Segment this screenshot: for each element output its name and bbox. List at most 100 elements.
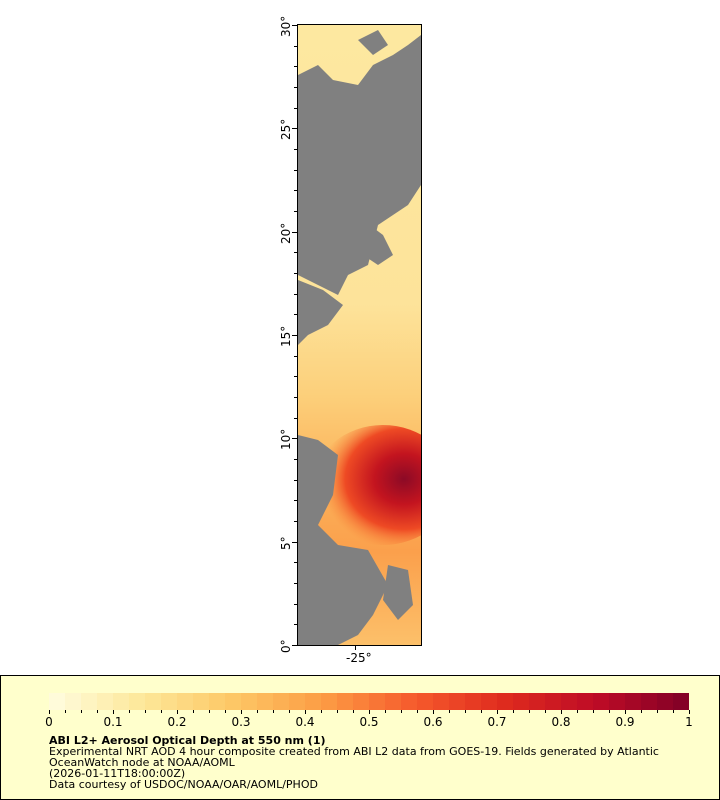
lat-tick-label: 10° <box>279 429 293 451</box>
colorbar-tick-label: 0.8 <box>551 715 571 729</box>
lat-tick-mark <box>294 66 298 68</box>
colorbar-tick-mark <box>305 710 306 714</box>
colorbar-tick-mark <box>161 710 162 713</box>
lat-tick-mark <box>292 25 298 26</box>
colorbar-tick-mark <box>497 710 498 714</box>
colorbar-swatch <box>161 693 177 710</box>
colorbar-tick-label: 0.7 <box>487 715 507 729</box>
colorbar-swatch <box>433 693 449 710</box>
lon-tick-label: -25° <box>346 651 372 665</box>
colorbar-tick-mark <box>225 710 226 713</box>
lat-tick-mark <box>294 603 298 605</box>
lat-tick-mark <box>294 107 298 109</box>
lat-tick-mark <box>292 645 298 646</box>
colorbar-tick-label: 0.4 <box>295 715 315 729</box>
colorbar-swatch <box>241 693 257 710</box>
colorbar-tick-mark <box>81 710 82 713</box>
colorbar-tick-label: 0.3 <box>231 715 251 729</box>
colorbar-swatch <box>385 693 401 710</box>
colorbar-tick-mark <box>321 710 322 713</box>
colorbar-swatch <box>577 693 593 710</box>
colorbar-tick-mark <box>433 710 434 714</box>
colorbar-swatch <box>593 693 609 710</box>
colorbar-tick-mark <box>193 710 194 713</box>
colorbar-tick-mark <box>561 710 562 714</box>
colorbar-tick-label: 0.5 <box>359 715 379 729</box>
colorbar-tick-mark <box>65 710 66 713</box>
colorbar-swatch <box>49 693 65 710</box>
colorbar-tick-mark <box>465 710 466 713</box>
lat-tick-mark <box>294 273 298 274</box>
colorbar-swatch <box>145 693 161 710</box>
colorbar-swatch <box>657 693 673 710</box>
lat-tick-mark <box>294 459 298 460</box>
colorbar-tick-mark <box>337 710 338 713</box>
colorbar-swatch <box>369 693 385 710</box>
lat-tick-mark <box>294 190 298 192</box>
colorbar-tick-mark <box>97 710 98 713</box>
colorbar-swatch <box>225 693 241 710</box>
aod-map-image <box>298 25 453 645</box>
lat-tick-mark <box>294 149 298 150</box>
lat-tick-mark <box>294 211 298 212</box>
legend-credit: Data courtesy of USDOC/NOAA/OAR/AOML/PHO… <box>49 778 318 791</box>
colorbar-tick-mark <box>609 710 610 713</box>
colorbar-swatch <box>561 693 577 710</box>
lat-tick-mark <box>294 252 298 254</box>
colorbar-swatch <box>337 693 353 710</box>
colorbar-tick-mark <box>417 710 418 713</box>
colorbar-swatch <box>673 693 689 710</box>
legend-description-2: OceanWatch node at NOAA/AOML <box>49 756 235 769</box>
lat-tick-mark <box>292 335 298 336</box>
lat-tick-mark <box>292 438 298 440</box>
colorbar-swatch <box>321 693 337 710</box>
colorbar-tick-mark <box>689 710 690 714</box>
colorbar-swatch <box>97 693 113 710</box>
colorbar-swatch <box>401 693 417 710</box>
colorbar-swatch <box>81 693 97 710</box>
lat-tick-mark <box>294 169 298 171</box>
colorbar-tick-mark <box>513 710 514 713</box>
colorbar-swatch <box>449 693 465 710</box>
colorbar-swatch <box>481 693 497 710</box>
colorbar <box>49 693 689 710</box>
lat-tick-mark <box>294 293 298 295</box>
colorbar-tick-label: 1 <box>685 715 693 729</box>
colorbar-tick-mark <box>209 710 210 713</box>
lat-tick-mark <box>292 128 298 130</box>
colorbar-tick-mark <box>289 710 290 713</box>
lat-tick-mark <box>294 45 298 47</box>
colorbar-swatch <box>513 693 529 710</box>
colorbar-tick-mark <box>545 710 546 713</box>
colorbar-tick-mark <box>657 710 658 713</box>
lon-tick-mark <box>355 645 356 650</box>
colorbar-swatch <box>641 693 657 710</box>
cloud-mask <box>298 30 421 645</box>
lat-tick-label: 20° <box>279 222 293 244</box>
lat-tick-label: 5° <box>279 536 293 550</box>
lat-tick-mark <box>294 583 298 584</box>
colorbar-tick-label: 0 <box>45 715 53 729</box>
lat-tick-mark <box>294 562 298 564</box>
colorbar-swatch <box>353 693 369 710</box>
colorbar-tick-mark <box>241 710 242 714</box>
colorbar-tick-mark <box>593 710 594 713</box>
colorbar-swatch <box>465 693 481 710</box>
colorbar-tick-mark <box>449 710 450 713</box>
lat-tick-mark <box>294 500 298 502</box>
colorbar-swatch <box>65 693 81 710</box>
legend-panel: ABI L2+ Aerosol Optical Depth at 550 nm … <box>0 675 720 800</box>
aod-map <box>297 24 453 646</box>
colorbar-swatch <box>273 693 289 710</box>
colorbar-tick-mark <box>401 710 402 713</box>
legend-description-1: Experimental NRT AOD 4 hour composite cr… <box>49 745 659 758</box>
colorbar-tick-mark <box>369 710 370 714</box>
colorbar-swatch <box>129 693 145 710</box>
colorbar-swatch <box>193 693 209 710</box>
lat-tick-label: 15° <box>279 325 293 347</box>
lat-tick-label: 25° <box>279 119 293 141</box>
legend-title: ABI L2+ Aerosol Optical Depth at 550 nm … <box>49 734 326 747</box>
lat-tick-mark <box>294 417 298 419</box>
colorbar-tick-label: 0.9 <box>615 715 635 729</box>
colorbar-tick-mark <box>273 710 274 713</box>
